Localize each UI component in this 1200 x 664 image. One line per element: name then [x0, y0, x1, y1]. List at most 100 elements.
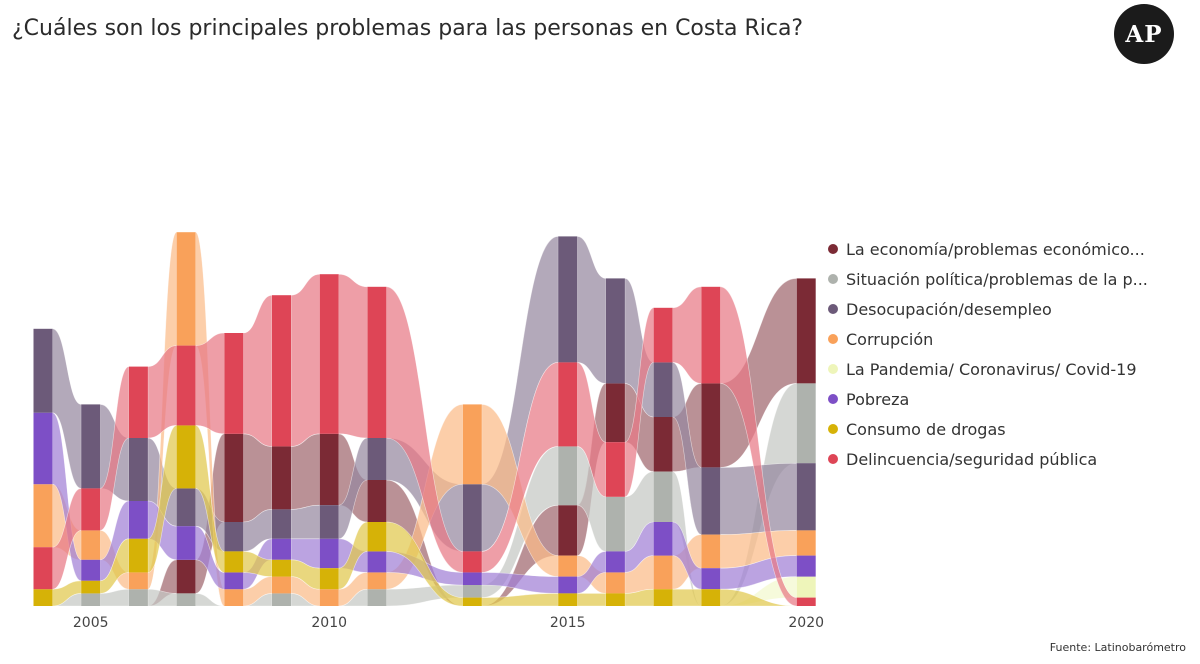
legend-item[interactable]: Delincuencia/seguridad pública	[828, 444, 1168, 474]
bar-segment-7-2009[interactable]	[272, 295, 291, 447]
bar-segment-7-2010[interactable]	[319, 274, 339, 434]
bar-segment-6-2006[interactable]	[128, 538, 148, 573]
bar-segment-0-2010[interactable]	[319, 433, 339, 506]
bar-segment-1-2017[interactable]	[653, 471, 673, 522]
bar-segment-2-2020[interactable]	[796, 463, 816, 531]
bar-segment-5-2006[interactable]	[128, 501, 148, 539]
bar-segment-6-2008[interactable]	[224, 551, 244, 573]
bar-segment-6-2009[interactable]	[272, 559, 291, 577]
bar-segment-2-2013[interactable]	[462, 484, 482, 552]
bar-segment-3-2015[interactable]	[558, 555, 578, 577]
bar-segment-0-2007[interactable]	[176, 559, 196, 594]
bar-segment-4-2020[interactable]	[796, 576, 816, 598]
bar-segment-5-2005[interactable]	[81, 559, 101, 581]
bar-segment-3-2013[interactable]	[462, 404, 482, 485]
bar-segment-1-2020[interactable]	[796, 383, 816, 464]
bar-segment-7-2020[interactable]	[796, 597, 816, 606]
bar-segment-3-2006[interactable]	[128, 572, 148, 590]
bar-segment-7-2011[interactable]	[367, 286, 387, 438]
bar-segment-2-2015[interactable]	[558, 236, 578, 363]
legend-item[interactable]: Desocupación/desempleo	[828, 294, 1168, 324]
bar-segment-3-2020[interactable]	[796, 530, 816, 556]
bar-segment-5-2017[interactable]	[653, 522, 673, 556]
bar-segment-7-2017[interactable]	[653, 307, 673, 363]
bar-segment-1-2007[interactable]	[176, 593, 196, 606]
bar-segment-7-2004[interactable]	[33, 547, 53, 590]
bar-segment-7-2007[interactable]	[176, 345, 196, 426]
bar-segment-7-2015[interactable]	[558, 362, 578, 447]
bar-segment-2-2018[interactable]	[701, 467, 721, 535]
bar-segment-5-2007[interactable]	[176, 526, 196, 560]
bar-segment-0-2015[interactable]	[558, 505, 578, 556]
bar-segment-7-2008[interactable]	[224, 333, 244, 434]
legend-swatch-icon	[828, 274, 838, 284]
bar-segment-6-2005[interactable]	[81, 580, 101, 594]
bar-segment-6-2007[interactable]	[176, 425, 196, 489]
bar-segment-3-2016[interactable]	[605, 572, 625, 594]
bar-segment-2-2005[interactable]	[81, 404, 101, 489]
legend-item[interactable]: Situación política/problemas de la p...	[828, 264, 1168, 294]
bar-segment-0-2018[interactable]	[701, 383, 721, 468]
bar-segment-5-2018[interactable]	[701, 568, 721, 590]
bar-segment-6-2016[interactable]	[605, 593, 625, 606]
legend-item[interactable]: Pobreza	[828, 384, 1168, 414]
bar-segment-2-2011[interactable]	[367, 438, 387, 480]
bar-segment-5-2011[interactable]	[367, 551, 387, 573]
bar-segment-1-2015[interactable]	[558, 446, 578, 506]
bar-segment-6-2010[interactable]	[319, 568, 339, 590]
bar-segment-7-2018[interactable]	[701, 286, 721, 384]
bar-segment-2-2004[interactable]	[33, 328, 53, 413]
ribbon-7-2008	[243, 294, 273, 447]
bar-segment-2-2007[interactable]	[176, 488, 196, 527]
bar-segment-0-2017[interactable]	[653, 417, 673, 472]
bar-segment-6-2017[interactable]	[653, 589, 673, 606]
bar-segment-7-2016[interactable]	[605, 442, 625, 497]
bar-segment-5-2004[interactable]	[33, 412, 53, 485]
bar-segment-5-2010[interactable]	[319, 538, 339, 569]
bar-segment-3-2005[interactable]	[81, 530, 101, 560]
bar-segment-0-2016[interactable]	[605, 383, 625, 443]
bar-segment-5-2020[interactable]	[796, 555, 816, 577]
bar-segment-3-2004[interactable]	[33, 484, 53, 548]
bar-segment-5-2013[interactable]	[462, 572, 482, 585]
bar-segment-2-2017[interactable]	[653, 362, 673, 417]
bar-segment-2-2009[interactable]	[272, 509, 291, 539]
bar-segment-1-2006[interactable]	[128, 589, 148, 606]
bar-segment-5-2008[interactable]	[224, 572, 244, 590]
bar-segment-3-2009[interactable]	[272, 576, 291, 594]
bar-segment-2-2016[interactable]	[605, 278, 625, 384]
bar-segment-3-2011[interactable]	[367, 572, 387, 590]
legend-item[interactable]: Corrupción	[828, 324, 1168, 354]
bar-segment-1-2005[interactable]	[81, 593, 101, 606]
bar-segment-3-2010[interactable]	[319, 589, 339, 606]
legend-item[interactable]: La Pandemia/ Coronavirus/ Covid-19	[828, 354, 1168, 384]
bar-segment-5-2016[interactable]	[605, 551, 625, 573]
bar-segment-1-2013[interactable]	[462, 585, 482, 598]
bar-segment-6-2011[interactable]	[367, 522, 387, 552]
bar-segment-2-2008[interactable]	[224, 522, 244, 552]
bar-segment-2-2010[interactable]	[319, 505, 339, 539]
legend-item[interactable]: Consumo de drogas	[828, 414, 1168, 444]
bar-segment-3-2018[interactable]	[701, 534, 721, 569]
bar-segment-5-2009[interactable]	[272, 538, 291, 560]
bar-segment-7-2006[interactable]	[128, 366, 148, 438]
bar-segment-0-2008[interactable]	[224, 433, 244, 522]
bar-segment-0-2009[interactable]	[272, 446, 291, 510]
bar-segment-6-2004[interactable]	[33, 589, 53, 606]
bar-segment-1-2011[interactable]	[367, 589, 387, 606]
legend-item[interactable]: La economía/problemas económico...	[828, 234, 1168, 264]
bar-segment-0-2020[interactable]	[796, 278, 816, 384]
bar-segment-6-2018[interactable]	[701, 589, 721, 606]
bar-segment-6-2015[interactable]	[558, 593, 578, 606]
bar-segment-5-2015[interactable]	[558, 576, 578, 594]
bar-segment-3-2007[interactable]	[176, 232, 196, 346]
bar-segment-3-2008[interactable]	[224, 589, 244, 606]
bar-segment-0-2011[interactable]	[367, 480, 387, 522]
bar-segment-7-2013[interactable]	[462, 551, 482, 573]
bar-segment-1-2009[interactable]	[272, 593, 291, 606]
bar-segment-7-2005[interactable]	[81, 488, 101, 531]
bar-segment-3-2017[interactable]	[653, 555, 673, 590]
bar-segment-6-2013[interactable]	[462, 597, 482, 606]
bar-segment-1-2016[interactable]	[605, 496, 625, 552]
bar-segment-2-2006[interactable]	[128, 438, 148, 501]
